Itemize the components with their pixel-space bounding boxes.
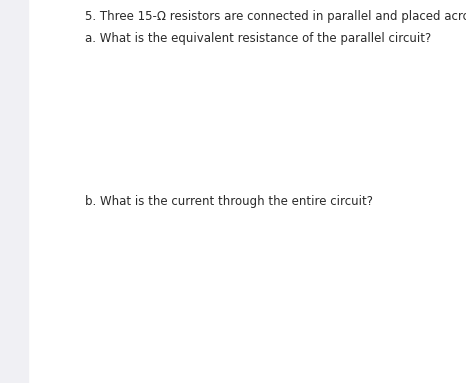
Bar — [0, 0, 28, 383]
Text: b. What is the current through the entire circuit?: b. What is the current through the entir… — [85, 195, 373, 208]
Text: 5. Three 15-Ω resistors are connected in parallel and placed across a 30-V ba: 5. Three 15-Ω resistors are connected in… — [85, 10, 466, 23]
Text: a. What is the equivalent resistance of the parallel circuit?: a. What is the equivalent resistance of … — [85, 32, 431, 45]
